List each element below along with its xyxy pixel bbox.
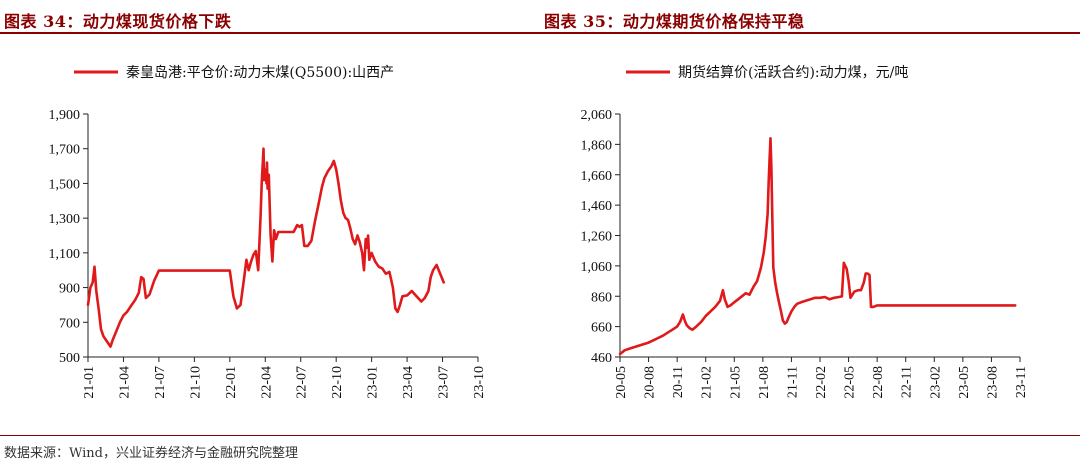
x-tick-label: 22-10 [330, 366, 345, 399]
x-tick-label: 22-04 [259, 366, 274, 399]
y-tick-label: 1,260 [581, 230, 613, 245]
x-tick-label: 21-04 [117, 366, 132, 399]
right-chart-title: 图表 35：动力煤期货价格保持平稳 [544, 12, 805, 31]
x-tick-label: 21-08 [757, 366, 772, 399]
x-tick-label: 21-11 [785, 366, 800, 398]
y-tick-label: 860 [591, 290, 612, 305]
x-tick-label: 23-10 [472, 366, 487, 399]
legend-label: 期货结算价(活跃合约):动力煤，元/吨 [678, 64, 908, 81]
y-tick-label: 2,060 [581, 108, 613, 123]
x-tick-label: 23-04 [401, 366, 416, 399]
x-tick-label: 23-02 [928, 366, 943, 399]
y-tick-label: 660 [591, 321, 612, 336]
left-chart-title: 图表 34：动力煤现货价格下跌 [4, 12, 232, 31]
legend: 期货结算价(活跃合约):动力煤，元/吨 [626, 64, 908, 81]
x-tick-label: 20-08 [643, 366, 658, 399]
x-tick-label: 21-05 [728, 366, 743, 399]
y-tick-label: 1,500 [49, 177, 81, 192]
x-tick-label: 22-11 [900, 366, 915, 398]
y-tick-label: 1,100 [49, 247, 81, 262]
x-tick-label: 23-01 [366, 366, 381, 399]
y-tick-label: 460 [591, 351, 612, 366]
x-tick-label: 23-07 [437, 366, 452, 399]
x-tick-label: 20-11 [671, 366, 686, 398]
x-tick-label: 21-02 [700, 366, 715, 399]
x-tick-label: 21-07 [153, 366, 168, 399]
y-tick-label: 1,860 [581, 138, 613, 153]
y-tick-label: 700 [59, 316, 80, 331]
y-tick-label: 1,060 [581, 260, 613, 275]
legend: 秦皇岛港:平仓价:动力末煤(Q5500):山西产 [74, 65, 394, 81]
y-tick-label: 1,460 [581, 199, 613, 214]
x-tick-label: 23-05 [957, 366, 972, 399]
y-tick-label: 1,900 [49, 108, 81, 123]
series-line [86, 147, 445, 348]
series-line [618, 137, 1017, 356]
figure-header-row: 图表 34：动力煤现货价格下跌 图表 35：动力煤期货价格保持平稳 [0, 0, 1080, 34]
x-tick-label: 22-08 [871, 366, 886, 399]
footer-divider [0, 435, 1080, 436]
x-tick-label: 22-05 [843, 366, 858, 399]
spot-price-chart: 秦皇岛港:平仓价:动力末煤(Q5500):山西产 500 700 900 1,100 1,… [49, 65, 488, 399]
futures-price-chart: 期货结算价(活跃合约):动力煤，元/吨 460 660 860 1,060 1,260 1,… [581, 64, 1030, 399]
data-source-note: 数据来源：Wind，兴业证券经济与金融研究院整理 [4, 446, 298, 461]
legend-label: 秦皇岛港:平仓价:动力末煤(Q5500):山西产 [126, 65, 394, 81]
x-tick-label: 22-01 [224, 366, 239, 399]
x-tick-label: 21-01 [82, 366, 97, 399]
y-tick-label: 1,660 [581, 169, 613, 184]
y-tick-label: 900 [59, 282, 80, 297]
x-tick-label: 23-11 [1014, 366, 1029, 398]
x-tick-label: 23-08 [985, 366, 1000, 399]
x-tick-label: 21-10 [188, 366, 203, 399]
y-tick-label: 500 [59, 351, 80, 366]
x-tick-label: 22-02 [814, 366, 829, 399]
x-tick-label: 22-07 [295, 366, 310, 399]
y-tick-label: 1,700 [49, 143, 81, 158]
y-tick-label: 1,300 [49, 212, 81, 227]
x-tick-label: 20-05 [614, 366, 629, 399]
